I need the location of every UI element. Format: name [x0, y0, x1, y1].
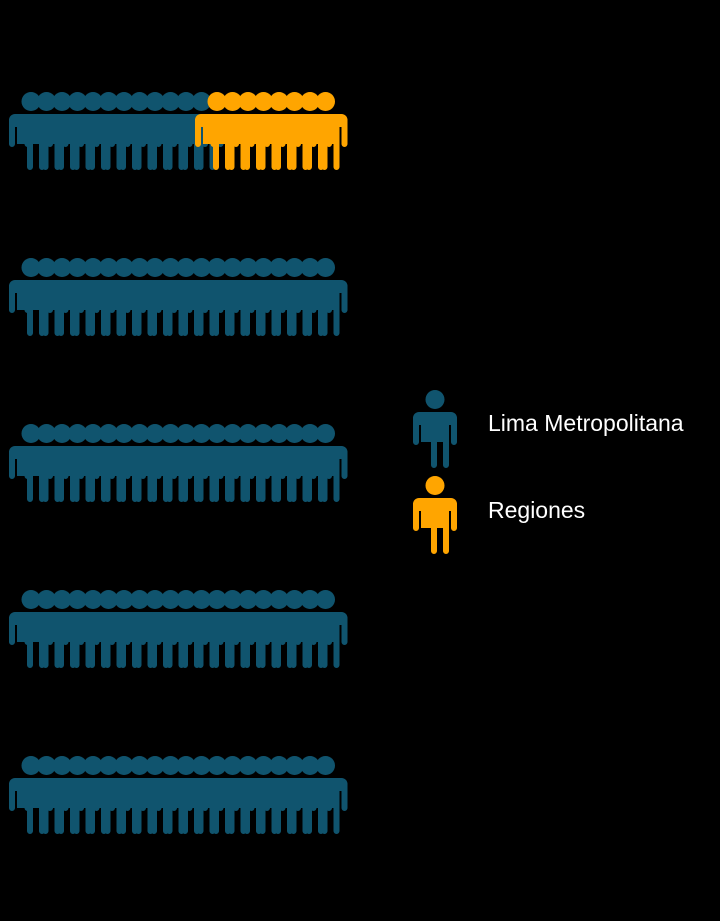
pictograph-rows — [9, 92, 348, 834]
legend-item-regiones: Regiones — [413, 476, 585, 554]
pictograph-row-2 — [9, 258, 348, 336]
legend-label-regiones: Regiones — [488, 497, 585, 523]
regiones-person-icon — [413, 476, 457, 554]
pictograph-row-1 — [9, 92, 348, 170]
lima-metropolitana-person-icon — [413, 390, 457, 468]
pictograph-row-5 — [9, 756, 348, 834]
legend-label-lima-metropolitana: Lima Metropolitana — [488, 410, 684, 436]
legend-item-lima-metropolitana: Lima Metropolitana — [413, 390, 684, 468]
legend: Lima Metropolitana Regiones — [413, 390, 684, 554]
pictograph-row-4 — [9, 590, 348, 668]
pictograph-row-3 — [9, 424, 348, 502]
